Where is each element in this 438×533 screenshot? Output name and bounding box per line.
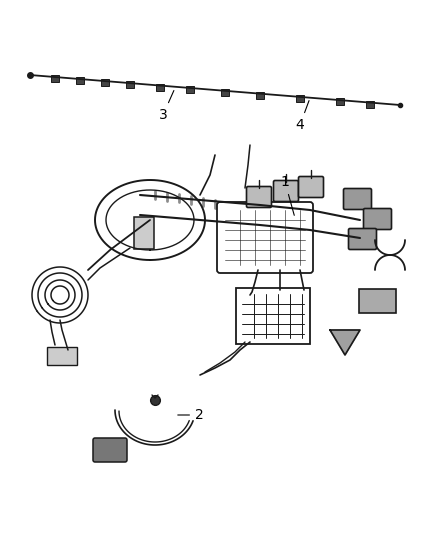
Bar xyxy=(366,101,374,108)
FancyBboxPatch shape xyxy=(273,181,299,201)
FancyBboxPatch shape xyxy=(217,202,313,273)
FancyBboxPatch shape xyxy=(247,187,272,207)
Bar xyxy=(221,89,229,96)
FancyBboxPatch shape xyxy=(359,289,396,313)
Bar xyxy=(296,95,304,102)
Bar xyxy=(186,86,194,93)
FancyBboxPatch shape xyxy=(47,347,77,365)
FancyBboxPatch shape xyxy=(134,217,154,249)
Bar xyxy=(101,79,109,86)
FancyBboxPatch shape xyxy=(349,229,377,249)
Bar xyxy=(256,92,264,99)
Bar xyxy=(76,77,84,84)
Text: 3: 3 xyxy=(159,91,174,122)
FancyBboxPatch shape xyxy=(236,288,310,344)
Bar xyxy=(51,75,59,82)
Polygon shape xyxy=(330,330,360,355)
Bar xyxy=(336,98,344,105)
Text: 2: 2 xyxy=(178,408,204,422)
Bar xyxy=(156,84,164,91)
FancyBboxPatch shape xyxy=(364,208,392,230)
Text: 1: 1 xyxy=(281,175,294,215)
Text: 4: 4 xyxy=(296,101,309,132)
FancyBboxPatch shape xyxy=(299,176,324,198)
Bar xyxy=(126,81,134,88)
FancyBboxPatch shape xyxy=(93,438,127,462)
FancyBboxPatch shape xyxy=(343,189,371,209)
